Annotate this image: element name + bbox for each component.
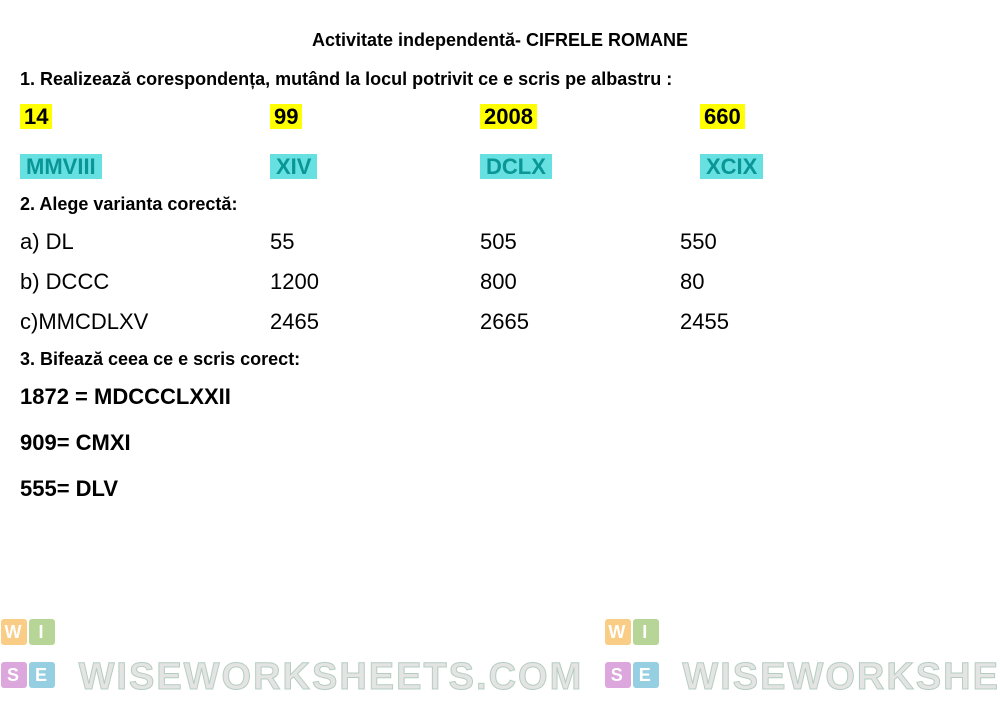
q1-roman-2[interactable]: XIV [270, 154, 317, 179]
wm-tile-w-icon: W [1, 619, 27, 645]
q2-a-opt2[interactable]: 505 [480, 229, 680, 255]
q1-arabic-1[interactable]: 14 [20, 104, 52, 129]
q2-c-opt3[interactable]: 2455 [680, 309, 860, 335]
q1-roman-1[interactable]: MMVIII [20, 154, 102, 179]
q1-arabic-4[interactable]: 660 [700, 104, 745, 129]
page-title: Activitate independentă- CIFRELE ROMANE [20, 30, 980, 51]
wm-tile-i-icon: I [29, 619, 55, 645]
q1-arabic-3[interactable]: 2008 [480, 104, 537, 129]
wm-tile-s2-icon: S [605, 662, 631, 688]
q2-row-c: c)MMCDLXV 2465 2665 2455 [20, 309, 980, 335]
q2-b-opt1[interactable]: 1200 [270, 269, 480, 295]
q1-arabic-row: 14 99 2008 660 [20, 104, 980, 130]
q2-b-label: b) DCCC [20, 269, 270, 295]
wm-tile-w2-icon: W [605, 619, 631, 645]
q2-row-a: a) DL 55 505 550 [20, 229, 980, 255]
wm-tile-i2-icon: I [633, 619, 659, 645]
q2-c-label: c)MMCDLXV [20, 309, 270, 335]
q3-item-3[interactable]: 555= DLV [20, 476, 980, 502]
q3-prompt: 3. Bifează ceea ce e scris corect: [20, 349, 980, 370]
q3-item-2[interactable]: 909= CMXI [20, 430, 980, 456]
q2-b-opt3[interactable]: 80 [680, 269, 860, 295]
q2-b-opt2[interactable]: 800 [480, 269, 680, 295]
watermark-text-2: WISEWORKSHEETS.COM [682, 656, 1000, 698]
q1-roman-3[interactable]: DCLX [480, 154, 552, 179]
q2-row-b: b) DCCC 1200 800 80 [20, 269, 980, 295]
wm-tile-e2-icon: E [633, 662, 659, 688]
q2-prompt: 2. Alege varianta corectă: [20, 194, 980, 215]
q1-arabic-2[interactable]: 99 [270, 104, 302, 129]
q2-c-opt1[interactable]: 2465 [270, 309, 480, 335]
wm-tile-e-icon: E [29, 662, 55, 688]
q2-a-opt1[interactable]: 55 [270, 229, 480, 255]
wm-tile-s-icon: S [1, 662, 27, 688]
watermark-text-1: WISEWORKSHEETS.COM [79, 656, 584, 698]
q3-item-1[interactable]: 1872 = MDCCCLXXII [20, 384, 980, 410]
q2-a-opt3[interactable]: 550 [680, 229, 860, 255]
q2-a-label: a) DL [20, 229, 270, 255]
watermark: WI SE WISEWORKSHEETS.COM WI SE WISEWORKS… [0, 613, 1000, 699]
q1-roman-row: MMVIII XIV DCLX XCIX [20, 154, 980, 180]
q2-c-opt2[interactable]: 2665 [480, 309, 680, 335]
q1-prompt: 1. Realizează corespondența, mutând la l… [20, 69, 980, 90]
q1-roman-4[interactable]: XCIX [700, 154, 763, 179]
